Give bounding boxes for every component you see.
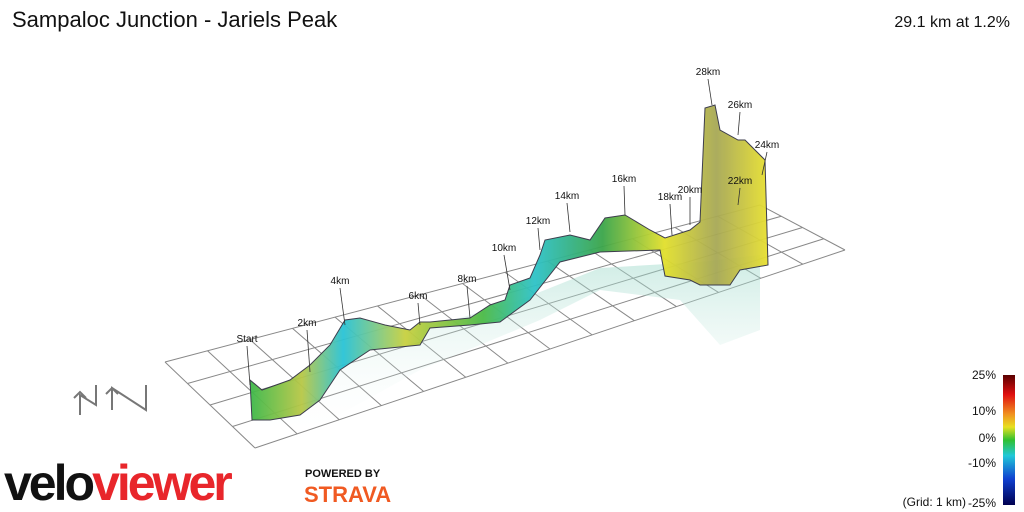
- marker-label: 2km: [298, 318, 317, 329]
- summary: 29.1 km at 1.2%: [894, 14, 1010, 31]
- marker-label: 22km: [728, 176, 752, 187]
- color-scale: [1003, 375, 1015, 505]
- legend-label: 0%: [979, 431, 997, 445]
- marker-label: 14km: [555, 191, 579, 202]
- marker-line: [306, 329, 311, 373]
- marker-label: 28km: [696, 67, 720, 78]
- title: Sampaloc Junction - Jariels Peak: [12, 7, 338, 32]
- marker-line: [707, 78, 713, 106]
- marker-line: [761, 151, 768, 176]
- logo-suffix: viewer: [92, 455, 232, 511]
- marker-line: [669, 203, 673, 236]
- elevation-profile: [249, 104, 769, 421]
- marker-line: [737, 187, 741, 206]
- marker-label: 6km: [409, 291, 428, 302]
- marker-label: 8km: [458, 274, 477, 285]
- legend-label: -25%: [968, 496, 996, 510]
- marker-line: [737, 111, 741, 136]
- logo: veloviewer: [4, 455, 232, 511]
- legend-label: -10%: [968, 456, 996, 470]
- marker-label: 20km: [678, 185, 702, 196]
- legend-label: 10%: [972, 404, 996, 418]
- marker-label: 10km: [492, 243, 516, 254]
- marker-label: 12km: [526, 216, 550, 227]
- marker-label: 16km: [612, 174, 636, 185]
- marker-line: [623, 185, 626, 216]
- marker-line: [503, 254, 511, 291]
- marker-label: 24km: [755, 140, 779, 151]
- marker-line: [246, 345, 251, 386]
- marker-label: Start: [236, 334, 257, 345]
- powered-by: POWERED BY: [305, 468, 381, 480]
- marker-line: [417, 302, 421, 326]
- partner: STRAVA: [304, 482, 391, 507]
- logo-prefix: velo: [4, 455, 94, 511]
- marker-label: 4km: [331, 276, 350, 287]
- marker-line: [566, 202, 571, 233]
- legend-label: 25%: [972, 368, 996, 382]
- marker-label: 26km: [728, 100, 752, 111]
- grid-line: [164, 361, 256, 449]
- north-arrows: [73, 385, 147, 415]
- marker-line: [339, 287, 346, 326]
- marker-label: 18km: [658, 192, 682, 203]
- marker-line: [466, 285, 471, 319]
- grid-note: (Grid: 1 km): [903, 495, 966, 509]
- grid-line: [759, 204, 846, 251]
- marker-line: [537, 227, 541, 251]
- reflection: [250, 255, 760, 440]
